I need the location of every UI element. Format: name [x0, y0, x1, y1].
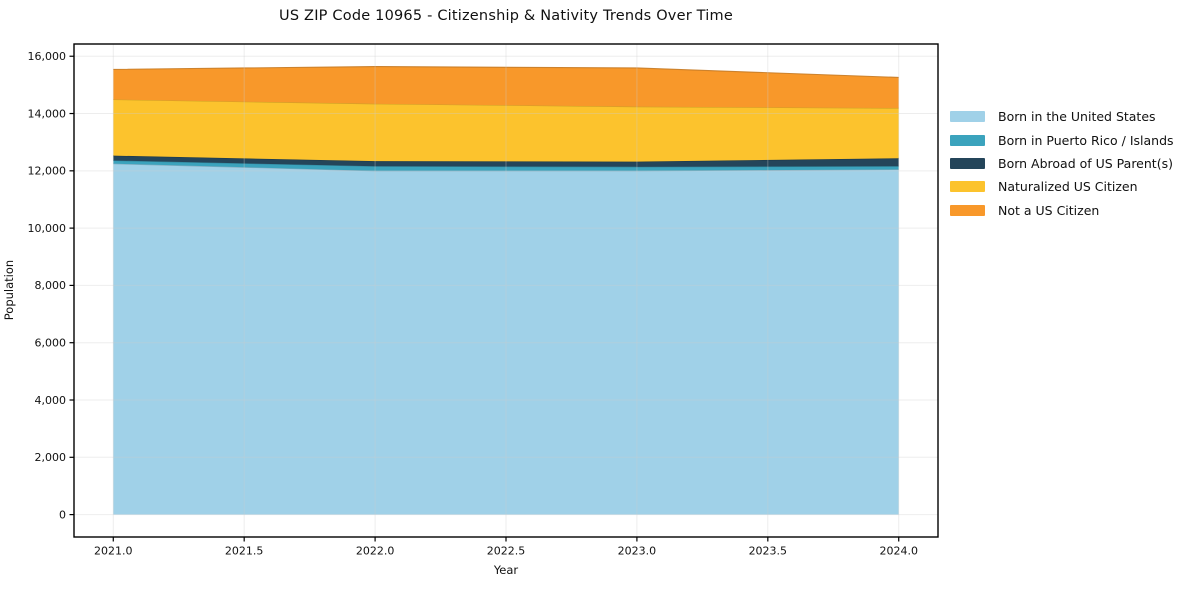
legend-item: Born Abroad of US Parent(s)	[950, 152, 1174, 175]
x-tick-label: 2021.5	[225, 545, 264, 558]
area-series-0	[113, 163, 899, 515]
y-tick-label: 2,000	[35, 451, 67, 464]
legend-swatch-icon	[950, 134, 985, 146]
area-series-4-edge	[113, 65, 899, 78]
x-tick-label: 2024.0	[879, 545, 918, 558]
legend-label: Born Abroad of US Parent(s)	[998, 155, 1173, 171]
x-tick-label: 2022.0	[356, 545, 395, 558]
legend-label: Born in Puerto Rico / Islands	[998, 132, 1174, 148]
legend-item: Born in the United States	[950, 105, 1174, 128]
y-tick-label: 8,000	[35, 279, 67, 292]
area-series-1	[113, 160, 899, 171]
y-axis-label: Population	[2, 259, 16, 321]
legend-item: Born in Puerto Rico / Islands	[950, 128, 1174, 151]
legend-item: Not a US Citizen	[950, 199, 1174, 222]
legend-label: Born in the United States	[998, 109, 1156, 125]
y-tick-label: 6,000	[35, 337, 67, 350]
y-tick-label: 14,000	[28, 107, 67, 120]
area-series-4	[113, 66, 899, 109]
y-tick-label: 10,000	[28, 222, 67, 235]
legend: Born in the United States Born in Puerto …	[950, 105, 1174, 222]
legend-label: Not a US Citizen	[998, 202, 1100, 218]
y-tick-label: 0	[59, 508, 66, 521]
x-axis-label: Year	[493, 563, 519, 577]
legend-swatch-icon	[950, 157, 985, 169]
y-tick-label: 12,000	[28, 165, 67, 178]
legend-item: Naturalized US Citizen	[950, 175, 1174, 198]
legend-label: Naturalized US Citizen	[998, 179, 1138, 195]
legend-swatch-icon	[950, 181, 985, 193]
area-series-2	[113, 155, 899, 167]
chart-title: US ZIP Code 10965 - Citizenship & Nativi…	[279, 8, 733, 24]
x-tick-label: 2023.0	[618, 545, 657, 558]
legend-swatch-icon	[950, 111, 985, 123]
x-tick-label: 2022.5	[487, 545, 526, 558]
y-tick-label: 16,000	[28, 50, 67, 63]
x-tick-label: 2023.5	[749, 545, 788, 558]
y-tick-label: 4,000	[35, 394, 67, 407]
legend-swatch-icon	[950, 204, 985, 216]
area-series-3	[113, 99, 899, 162]
x-tick-label: 2021.0	[94, 545, 133, 558]
